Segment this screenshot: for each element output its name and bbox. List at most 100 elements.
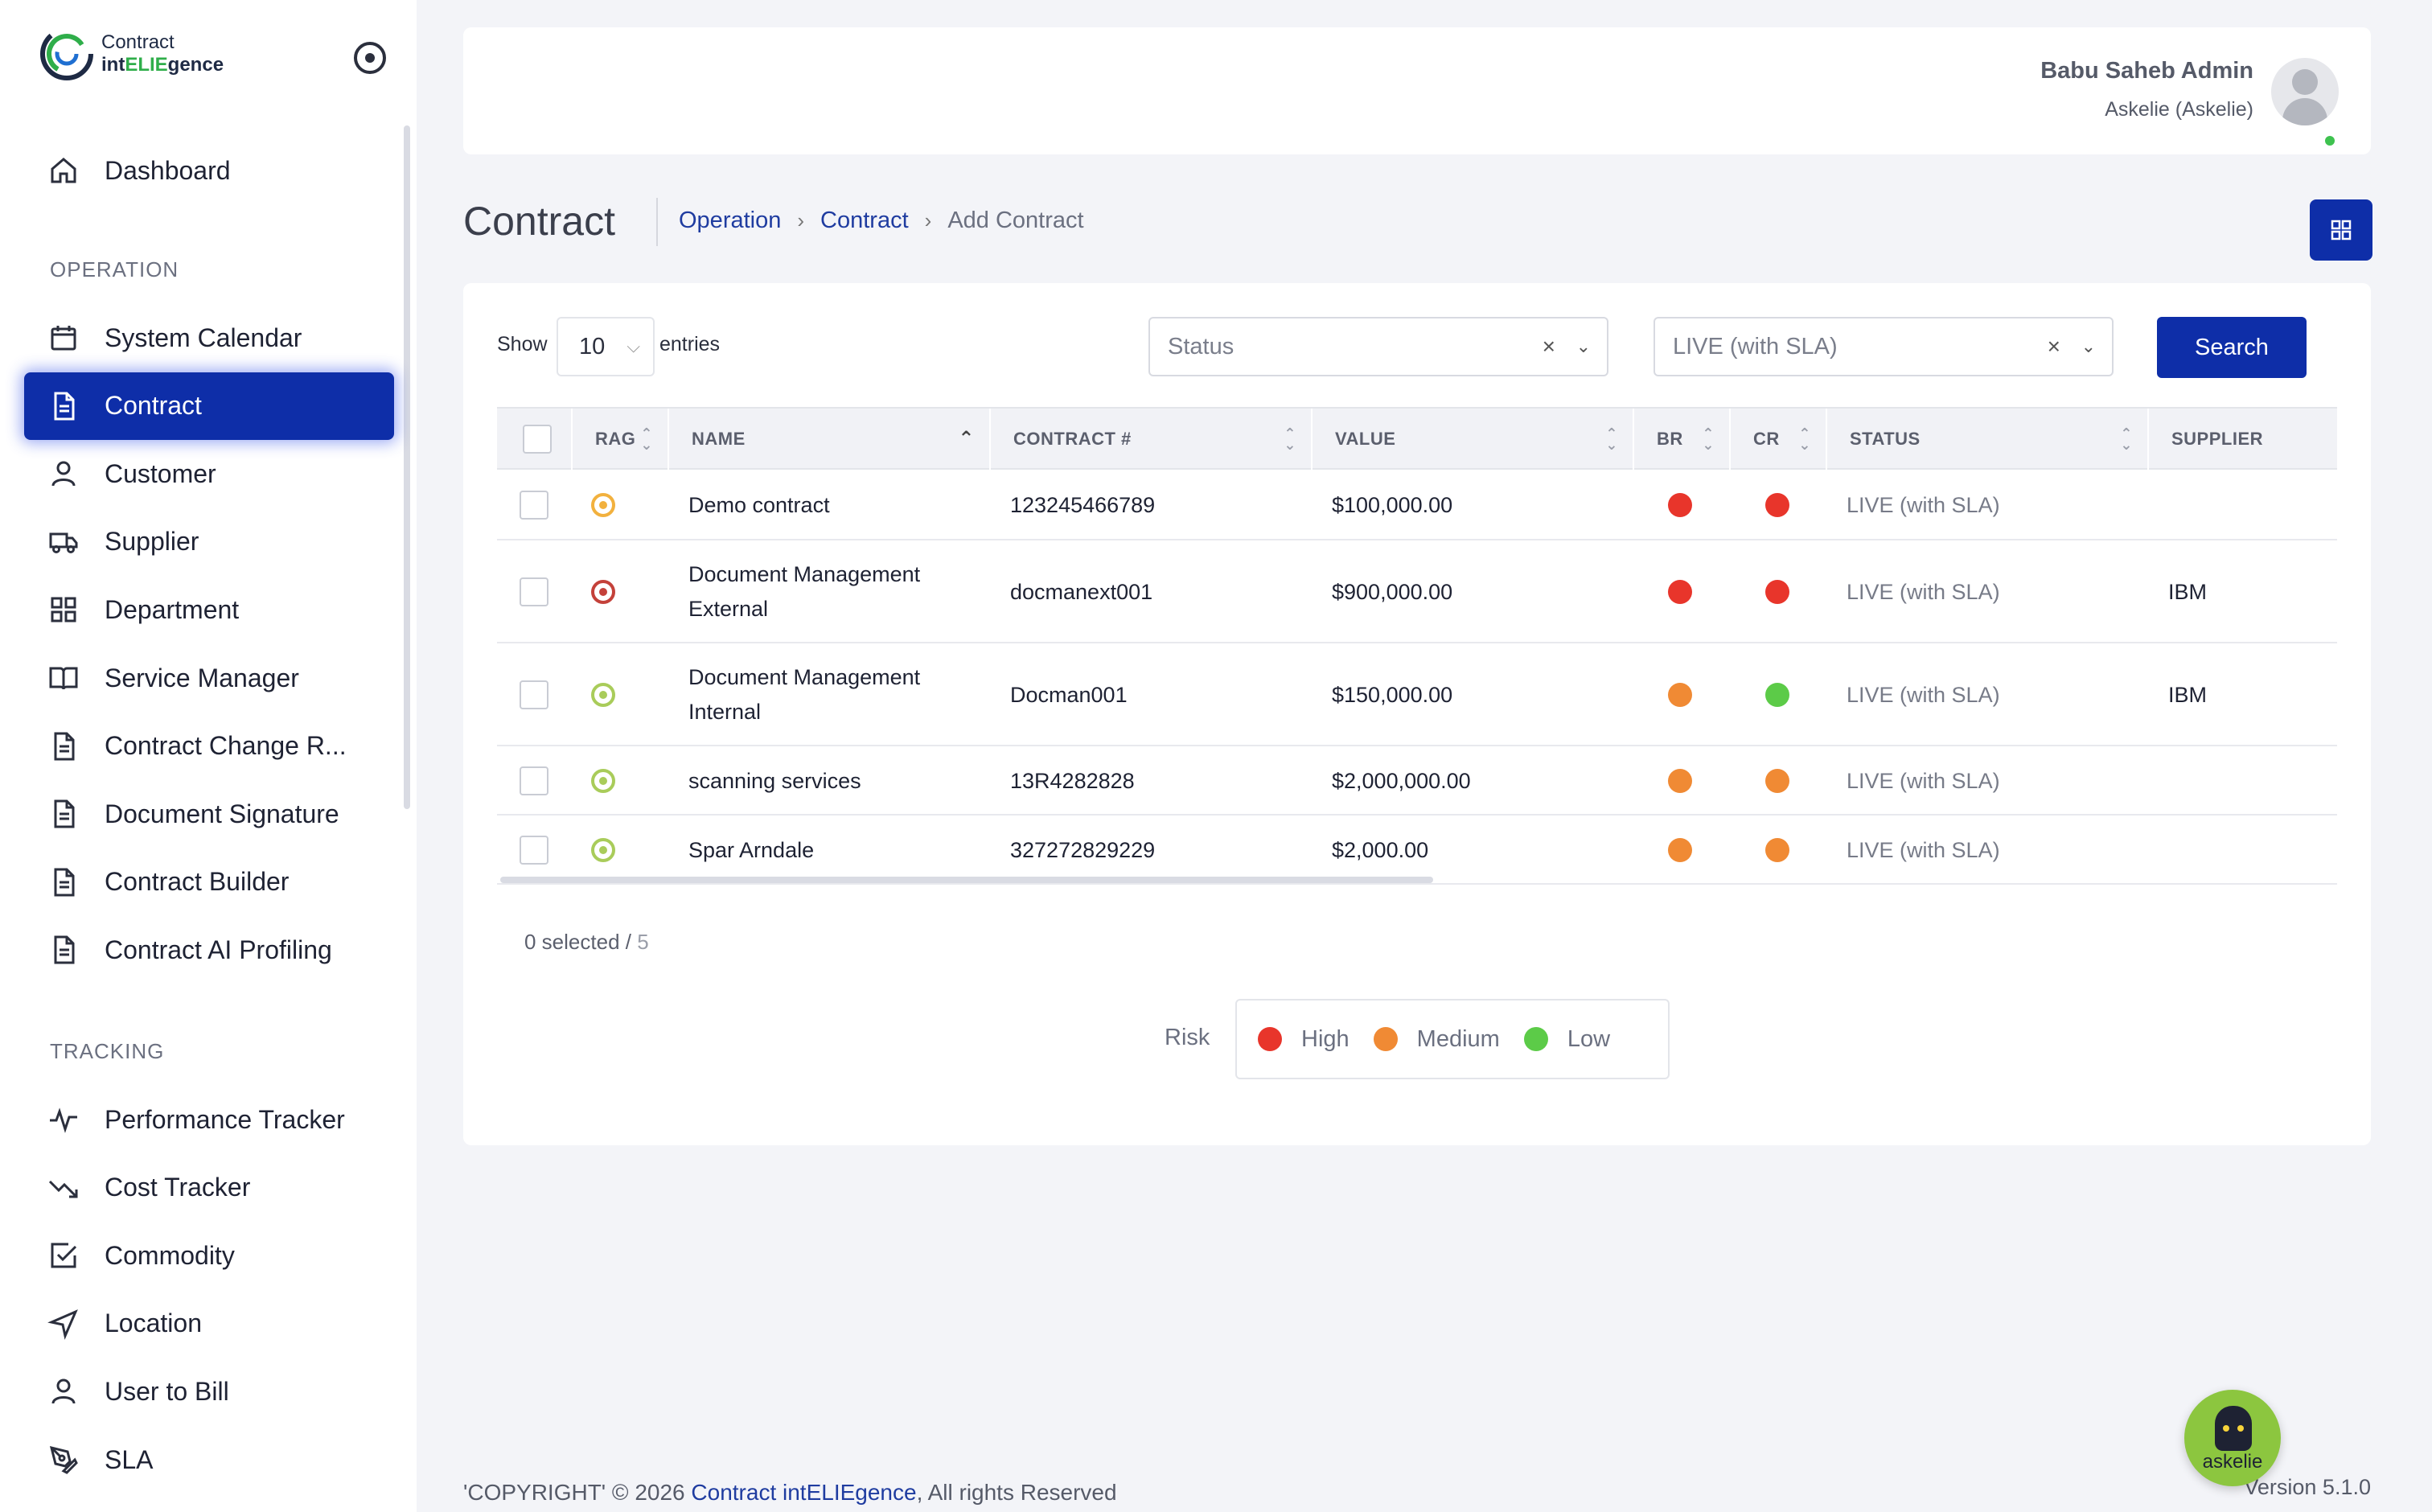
chatbot-eye	[2223, 1425, 2229, 1432]
cr-risk-indicator	[1765, 493, 1789, 517]
footer-company-link[interactable]: Contract intELIEgence	[691, 1480, 917, 1505]
sidebar-item-supplier[interactable]: Supplier	[24, 508, 394, 576]
sort-icon: ⌃ ⌄	[640, 425, 653, 453]
sidebar-item-department[interactable]: Department	[24, 576, 394, 643]
risk-legend-title: Risk	[1165, 1025, 1210, 1050]
user-name[interactable]: Babu Saheb Admin	[2040, 58, 2253, 84]
stage-filter-select[interactable]: LIVE (with SLA) × ⌄	[1654, 317, 2114, 376]
sidebar-item-label: Customer	[105, 458, 216, 488]
sidebar-item-cost-tracker[interactable]: Cost Tracker	[24, 1154, 394, 1222]
sort-icon: ⌃ ⌄	[1798, 425, 1811, 453]
grid-icon	[47, 593, 80, 627]
sidebar-item-commodity[interactable]: Commodity	[24, 1222, 394, 1289]
br-risk-indicator	[1668, 493, 1692, 517]
column-header-contract-no[interactable]: CONTRACT # ⌃ ⌄	[991, 409, 1313, 470]
sort-icon: ⌃ ⌄	[1702, 425, 1715, 453]
entries-per-page-select[interactable]: 10 ⌵	[557, 317, 655, 376]
navigation-icon	[47, 1307, 80, 1341]
column-header-name[interactable]: NAME ⌃	[669, 409, 991, 470]
sidebar-item-label: Contract AI Profiling	[105, 935, 332, 964]
cell-value: $2,000,000.00	[1332, 768, 1471, 793]
table-horizontal-scrollbar[interactable]	[500, 877, 1433, 883]
selected-count-text: 0 selected /	[524, 930, 631, 954]
trending-down-icon	[47, 1171, 80, 1205]
user-organization: Askelie (Askelie)	[2105, 98, 2253, 121]
breadcrumb-operation[interactable]: Operation	[679, 207, 782, 233]
column-header-cr[interactable]: CR ⌃ ⌄	[1731, 409, 1827, 470]
section-label-operation: OPERATION	[50, 257, 179, 281]
sidebar-item-customer[interactable]: Customer	[24, 440, 394, 507]
cell-supplier: IBM	[2168, 579, 2208, 604]
sidebar-item-service-manager[interactable]: Service Manager	[24, 644, 394, 712]
column-label: BR	[1657, 429, 1683, 449]
grid-view-button[interactable]	[2310, 199, 2372, 261]
chevron-right-icon: ›	[924, 208, 932, 232]
cell-name[interactable]: Document Management External	[688, 562, 921, 621]
breadcrumb-contract[interactable]: Contract	[820, 207, 909, 233]
sidebar-item-system-calendar[interactable]: System Calendar	[24, 304, 394, 372]
sidebar-item-performance-tracker[interactable]: Performance Tracker	[24, 1086, 394, 1153]
column-header-br[interactable]: BR ⌃ ⌄	[1634, 409, 1731, 470]
sidebar-item-contract-builder[interactable]: Contract Builder	[24, 848, 394, 916]
column-header-status[interactable]: STATUS ⌃ ⌄	[1827, 409, 2149, 470]
avatar[interactable]	[2271, 58, 2339, 125]
sidebar-item-document-signature[interactable]: Document Signature	[24, 780, 394, 848]
table-row[interactable]: Document Management Internal Docman001 $15…	[497, 643, 2337, 746]
sidebar-item-label: SLA	[105, 1444, 154, 1474]
sidebar-item-contract-ai-profiling[interactable]: Contract AI Profiling	[24, 916, 394, 984]
document-icon	[47, 389, 80, 423]
clear-icon[interactable]: ×	[1542, 334, 1555, 359]
column-header-value[interactable]: VALUE ⌃ ⌄	[1313, 409, 1634, 470]
table-row[interactable]: Spar Arndale 327272829229 $2,000.00 LIVE (w…	[497, 816, 2337, 885]
cell-status: LIVE (with SLA)	[1847, 768, 2000, 793]
status-filter-select[interactable]: Status × ⌄	[1148, 317, 1608, 376]
rag-status-icon	[591, 838, 615, 862]
sidebar-item-contract-change-r[interactable]: Contract Change R...	[24, 713, 394, 780]
entries-value: 10	[579, 334, 606, 360]
clear-icon[interactable]: ×	[2047, 334, 2060, 359]
sidebar-item-contract[interactable]: Contract	[24, 372, 394, 440]
chevron-down-icon: ⌄	[1575, 336, 1591, 356]
copyright-prefix: 'COPYRIGHT' © 2026	[463, 1480, 692, 1505]
sort-asc-icon: ⌃	[958, 428, 975, 450]
row-checkbox[interactable]	[520, 766, 548, 795]
sidebar-scrollbar[interactable]	[404, 125, 410, 809]
sidebar-item-label: Performance Tracker	[105, 1104, 345, 1134]
sidebar-collapse-button[interactable]	[354, 42, 386, 74]
rag-status-core	[599, 777, 607, 785]
row-checkbox[interactable]	[520, 491, 548, 520]
sidebar-item-label: Dashboard	[105, 155, 231, 185]
cell-name[interactable]: Spar Arndale	[688, 837, 815, 862]
column-header-rag[interactable]: RAG ⌃ ⌄	[573, 409, 669, 470]
sort-icon: ⌃ ⌄	[2120, 425, 2133, 453]
table-row[interactable]: Document Management External docmanext001…	[497, 540, 2337, 643]
app-logo[interactable]: Contract intELIEgence	[37, 24, 224, 84]
top-header: Babu Saheb Admin Askelie (Askelie)	[463, 27, 2371, 154]
table-row[interactable]: scanning services 13R4282828 $2,000,000.00…	[497, 746, 2337, 816]
cell-name[interactable]: scanning services	[688, 768, 861, 793]
sidebar-item-location[interactable]: Location	[24, 1290, 394, 1358]
askelie-chatbot-button[interactable]: askelie	[2184, 1390, 2281, 1486]
cell-contract-no: 13R4282828	[1010, 768, 1135, 793]
row-checkbox[interactable]	[520, 836, 548, 865]
row-checkbox[interactable]	[520, 577, 548, 606]
rag-status-core	[599, 691, 607, 699]
br-risk-indicator	[1668, 838, 1692, 862]
cell-name[interactable]: Document Management Internal	[688, 665, 921, 724]
column-header-supplier[interactable]: SUPPLIER	[2149, 409, 2337, 470]
select-all-checkbox[interactable]	[523, 425, 552, 454]
legend-label-high: High	[1301, 1025, 1350, 1052]
sidebar-item-sla[interactable]: SLA	[24, 1426, 394, 1494]
truck-icon	[47, 525, 80, 559]
document-icon	[47, 865, 80, 899]
sidebar-item-dashboard[interactable]: Dashboard	[24, 137, 394, 204]
search-button[interactable]: Search	[2157, 317, 2307, 378]
sidebar-item-label: User to Bill	[105, 1376, 229, 1406]
table-row[interactable]: Demo contract 123245466789 $100,000.00 LIVE…	[497, 470, 2337, 540]
total-count-text: 5	[631, 930, 649, 954]
cr-risk-indicator	[1765, 769, 1789, 793]
chatbot-label: askelie	[2202, 1451, 2263, 1473]
cell-name[interactable]: Demo contract	[688, 492, 830, 517]
sidebar-item-user-to-bill[interactable]: User to Bill	[24, 1358, 394, 1425]
row-checkbox[interactable]	[520, 680, 548, 709]
